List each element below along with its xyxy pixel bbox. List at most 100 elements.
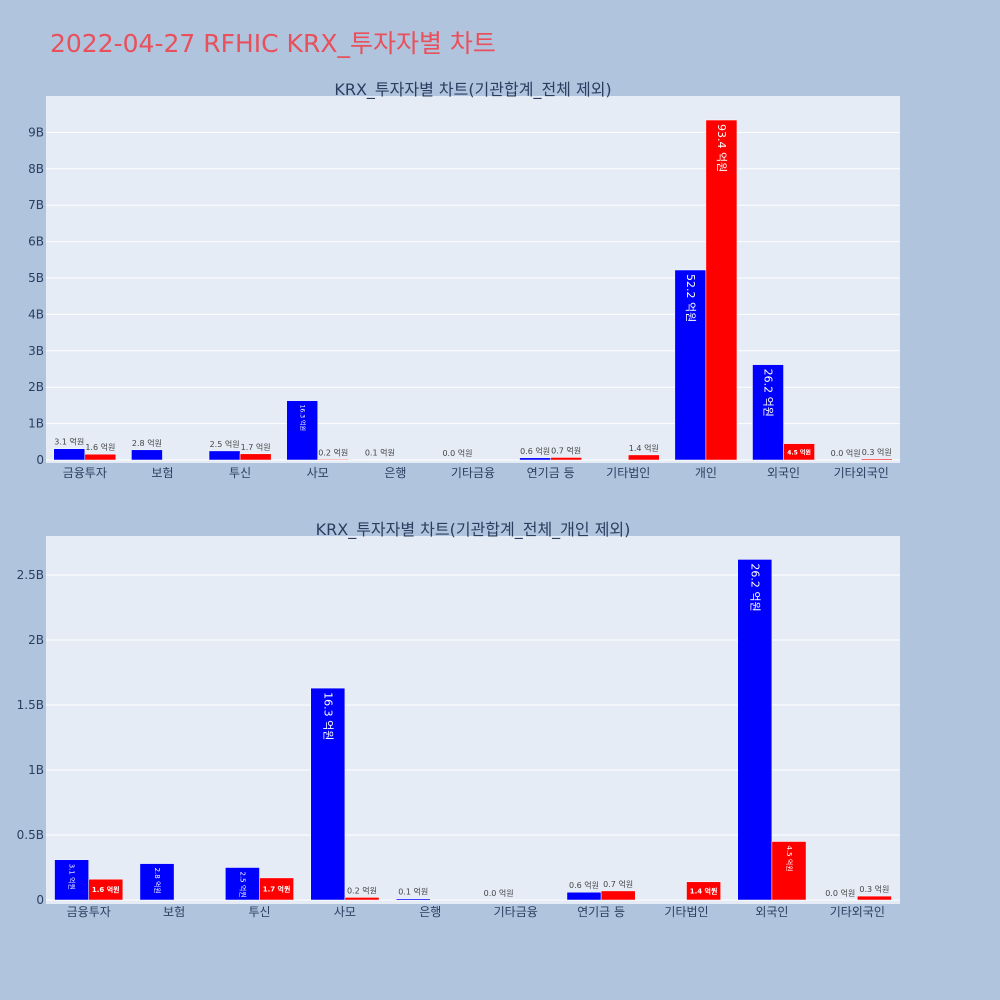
bar-data-label: 3.1 억원: [68, 864, 77, 890]
y-tick-label: 3B: [28, 344, 44, 358]
bar-data-label: 0.2 억원: [318, 447, 348, 457]
bar-data-label: 2.5 억원: [210, 439, 240, 449]
bar-buy: [208, 450, 241, 461]
bar-sell: [84, 453, 117, 461]
x-tick-label: 사모: [307, 466, 329, 480]
bar-data-label: 1.6 억원: [85, 442, 115, 452]
bar-data-label: 1.6 억원: [92, 885, 120, 894]
bar-data-label: 2.8 억원: [153, 868, 162, 894]
bar-buy: [566, 891, 602, 901]
x-tick-label: 기타법인: [606, 466, 650, 480]
bar-data-label: 0.0 억원: [484, 888, 514, 898]
bar-sell: [600, 890, 636, 901]
x-tick-label: 은행: [419, 904, 441, 919]
y-tick-label: 1B: [28, 763, 44, 777]
bar-sell: [344, 897, 380, 901]
bar-sell: [550, 457, 582, 461]
y-tick-label: 1.5B: [17, 698, 44, 712]
x-tick-label: 기타금융: [494, 905, 538, 919]
y-tick-label: 8B: [28, 162, 44, 176]
bar-data-label: 0.0 억원: [442, 448, 472, 458]
bar-buy: [395, 898, 431, 901]
bar-data-label: 0.6 억원: [569, 880, 599, 890]
bar-data-label: 26.2 억원: [748, 563, 761, 611]
bar-data-label: 26.2 억원: [762, 369, 775, 417]
bar-buy: [54, 859, 89, 901]
bar-data-label: 1.7 억원: [241, 442, 271, 452]
x-tick-label: 보험: [151, 466, 173, 480]
x-tick-label: 기타법인: [664, 905, 708, 919]
bar-data-label: 0.3 억원: [862, 447, 892, 457]
x-tick-label: 투신: [248, 905, 270, 919]
y-tick-label: 1B: [28, 417, 44, 431]
x-tick-label: 투신: [229, 466, 251, 480]
bar-sell: [239, 453, 272, 461]
bar-sell: [88, 878, 124, 901]
bar-data-label: 0.3 억원: [859, 884, 889, 894]
chart-title-2: KRX_투자자별 차트(기관합계_전체_개인 제외): [316, 520, 631, 540]
x-tick-label: 사모: [334, 905, 356, 919]
bar-data-label: 0.2 억원: [347, 885, 377, 895]
y-tick-label: 0: [36, 893, 44, 907]
chart-title-1: KRX_투자자별 차트(기관합계_전체 제외): [334, 80, 611, 100]
x-tick-label: 기타외국인: [830, 905, 885, 919]
bar-buy: [737, 559, 773, 901]
bar-buy: [139, 863, 175, 901]
bar-sell: [628, 454, 660, 461]
x-tick-label: 연기금 등: [577, 905, 625, 919]
bar-sell: [259, 877, 294, 901]
y-tick-label: 7B: [28, 198, 44, 212]
bar-data-label: 4.5 억원: [785, 846, 794, 872]
bar-buy: [674, 269, 707, 461]
bar-sell: [705, 119, 738, 461]
y-tick-label: 0.5B: [17, 828, 44, 842]
x-tick-label: 연기금 등: [527, 466, 575, 480]
y-tick-label: 2B: [28, 633, 44, 647]
bar-data-label: 0.1 억원: [398, 887, 428, 897]
bar-data-label: 1.4 억원: [690, 886, 718, 895]
y-tick-label: 4B: [28, 307, 44, 321]
bar-sell: [686, 881, 721, 901]
bar-data-label: 2.5 억원: [238, 872, 247, 898]
bar-data-label: 2.8 억원: [132, 438, 162, 448]
bar-sell: [317, 459, 350, 461]
x-tick-label: 보험: [163, 905, 185, 919]
bar-buy: [310, 687, 346, 901]
bar-sell: [771, 841, 807, 901]
y-tick-label: 6B: [28, 235, 44, 249]
y-tick-label: 2B: [28, 380, 44, 394]
bar-data-label: 4.5 억원: [787, 448, 811, 456]
bar-sell: [860, 458, 893, 461]
bar-data-label: 1.7 억원: [263, 884, 291, 893]
bar-data-label: 0.7 억원: [551, 445, 581, 455]
bar-data-label: 52.2 억원: [684, 274, 697, 322]
bar-data-label: 0.1 억원: [365, 448, 395, 458]
bar-buy: [286, 400, 318, 461]
bar-sell: [783, 443, 815, 461]
bar-buy: [752, 364, 784, 461]
y-tick-label: 2.5B: [17, 568, 44, 582]
bar-data-label: 0.7 억원: [603, 879, 633, 889]
bar-buy: [225, 867, 260, 901]
y-tick-label: 5B: [28, 271, 44, 285]
x-tick-label: 금융투자: [63, 466, 107, 480]
x-tick-label: 기타금융: [451, 466, 495, 480]
bar-data-label: 16.3 억원: [299, 405, 307, 431]
bar-buy: [131, 449, 163, 461]
bar-data-label: 1.4 억원: [629, 443, 659, 453]
bar-data-label: 0.0 억원: [831, 448, 861, 458]
bar-data-label: 16.3 억원: [321, 692, 334, 740]
x-tick-label: 외국인: [767, 466, 800, 480]
bar-data-label: 0.6 억원: [520, 446, 550, 456]
x-tick-label: 기타외국인: [834, 466, 889, 480]
bar-buy: [53, 448, 86, 461]
bar-data-label: 3.1 억원: [54, 437, 84, 447]
bar-buy: [519, 457, 551, 461]
x-tick-label: 금융투자: [67, 905, 111, 919]
x-tick-label: 은행: [384, 465, 406, 480]
bar-data-label: 0.0 억원: [825, 888, 855, 898]
y-tick-label: 9B: [28, 125, 44, 139]
x-tick-label: 외국인: [755, 905, 788, 919]
y-tick-label: 0: [36, 453, 44, 467]
